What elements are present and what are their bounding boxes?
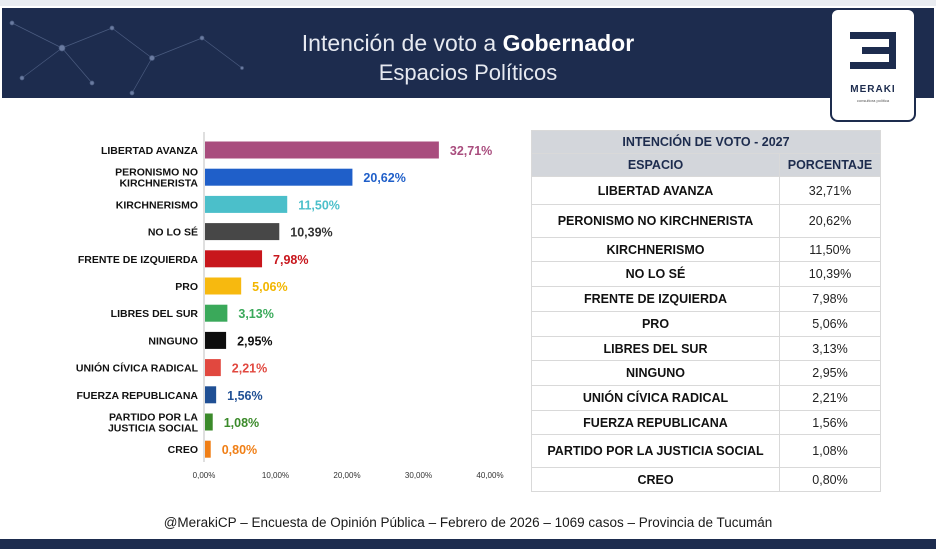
- data-label: 11,50%: [298, 198, 340, 212]
- category-label: FRENTE DE IZQUIERDA: [78, 254, 199, 266]
- row-espacio: NINGUNO: [531, 360, 780, 386]
- row-espacio: FUERZA REPUBLICANA: [531, 410, 780, 435]
- row-pct: 3,13%: [779, 336, 881, 361]
- meraki-logo-mark-icon: [850, 32, 896, 69]
- category-label: FUERZA REPUBLICANA: [76, 390, 198, 402]
- table-row: FUERZA REPUBLICANA 1,56%: [531, 410, 881, 435]
- table-row: PARTIDO POR LA JUSTICIA SOCIAL 1,08%: [531, 434, 881, 468]
- bar: [205, 277, 242, 295]
- logo-brand: MERAKI: [850, 84, 896, 95]
- data-label: 2,21%: [232, 362, 267, 376]
- category-label: LIBERTAD AVANZA: [101, 145, 198, 157]
- col-porcentaje-header: PORCENTAJE: [779, 153, 881, 177]
- bar: [205, 331, 227, 349]
- category-label: NINGUNO: [148, 335, 198, 347]
- category-label: PARTIDO POR LA: [109, 412, 198, 424]
- logo-tagline: consultora política: [856, 98, 890, 103]
- category-label: PRO: [175, 281, 198, 293]
- data-label: 7,98%: [273, 253, 308, 267]
- row-pct: 10,39%: [779, 261, 881, 287]
- x-tick-label: 10,00%: [262, 471, 289, 480]
- x-tick-label: 40,00%: [476, 471, 503, 480]
- bar: [205, 304, 228, 322]
- row-pct: 20,62%: [779, 204, 881, 238]
- table-row: FRENTE DE IZQUIERDA 7,98%: [531, 286, 881, 312]
- x-tick-label: 30,00%: [405, 471, 432, 480]
- table-row: PRO 5,06%: [531, 311, 881, 337]
- table-row: LIBRES DEL SUR 3,13%: [531, 336, 881, 361]
- data-label: 3,13%: [238, 307, 273, 321]
- table-row: LIBERTAD AVANZA 32,71%: [531, 176, 881, 205]
- row-espacio: KIRCHNERISMO: [531, 237, 780, 262]
- table-row: NO LO SÉ 10,39%: [531, 261, 881, 287]
- bottom-strip: [0, 539, 936, 549]
- row-espacio: PARTIDO POR LA JUSTICIA SOCIAL: [531, 434, 780, 468]
- row-pct: 2,21%: [779, 385, 881, 411]
- top-strip: [0, 0, 936, 6]
- table-row: CREO 0,80%: [531, 467, 881, 492]
- table-row: KIRCHNERISMO 11,50%: [531, 237, 881, 262]
- bar-chart: LIBERTAD AVANZA 32,71%PERONISMO NOKIRCHNE…: [76, 132, 504, 480]
- category-label: CREO: [168, 444, 198, 456]
- chart-subtitle: Espacios Políticos: [378, 60, 558, 85]
- row-pct: 1,56%: [779, 410, 881, 435]
- row-espacio: PRO: [531, 311, 780, 337]
- x-tick-label: 0,00%: [193, 471, 216, 480]
- source-footer: @MerakiCP – Encuesta de Opinión Pública …: [163, 515, 773, 530]
- bar: [205, 141, 439, 159]
- table-row: UNIÓN CÍVICA RADICAL 2,21%: [531, 385, 881, 411]
- table-title: INTENCIÓN DE VOTO - 2027: [531, 130, 881, 154]
- data-label: 20,62%: [363, 171, 405, 185]
- category-label: JUSTICIA SOCIAL: [108, 423, 199, 435]
- row-pct: 5,06%: [779, 311, 881, 337]
- row-pct: 1,08%: [779, 434, 881, 468]
- row-pct: 32,71%: [779, 176, 881, 205]
- row-espacio: LIBERTAD AVANZA: [531, 176, 780, 205]
- row-pct: 0,80%: [779, 467, 881, 492]
- meraki-logo: MERAKI consultora política: [830, 8, 916, 122]
- data-label: 1,56%: [227, 389, 262, 403]
- col-espacio-header: ESPACIO: [531, 153, 780, 177]
- bar: [205, 223, 280, 241]
- bar: [205, 440, 211, 458]
- data-label: 5,06%: [252, 280, 287, 294]
- header-banner: Intención de voto a Gobernador Espacios …: [2, 8, 934, 98]
- bar: [205, 195, 288, 213]
- category-label: LIBRES DEL SUR: [111, 308, 199, 320]
- bar: [205, 168, 353, 186]
- category-label: NO LO SÉ: [148, 226, 198, 239]
- row-espacio: NO LO SÉ: [531, 261, 780, 287]
- category-label: KIRCHNERISTA: [119, 178, 198, 190]
- row-espacio: UNIÓN CÍVICA RADICAL: [531, 385, 780, 411]
- row-pct: 2,95%: [779, 360, 881, 386]
- vote-table: INTENCIÓN DE VOTO - 2027 ESPACIO PORCENT…: [531, 130, 881, 492]
- chart-title: Intención de voto a Gobernador: [301, 30, 635, 56]
- table-row: PERONISMO NO KIRCHNERISTA 20,62%: [531, 204, 881, 238]
- x-tick-label: 20,00%: [333, 471, 360, 480]
- network-decoration: [9, 20, 244, 96]
- row-espacio: LIBRES DEL SUR: [531, 336, 780, 361]
- bar: [205, 359, 221, 377]
- category-label: PERONISMO NO: [115, 167, 198, 179]
- bar: [205, 386, 217, 404]
- data-label: 2,95%: [237, 334, 272, 348]
- data-label: 10,39%: [290, 226, 332, 240]
- table-row: NINGUNO 2,95%: [531, 360, 881, 386]
- row-pct: 11,50%: [779, 237, 881, 262]
- bar: [205, 413, 213, 431]
- row-espacio: FRENTE DE IZQUIERDA: [531, 286, 780, 312]
- data-label: 32,71%: [450, 144, 492, 158]
- row-espacio: PERONISMO NO KIRCHNERISTA: [531, 204, 780, 238]
- data-label: 0,80%: [222, 443, 257, 457]
- row-pct: 7,98%: [779, 286, 881, 312]
- row-espacio: CREO: [531, 467, 780, 492]
- bar: [205, 250, 263, 268]
- category-label: KIRCHNERISMO: [116, 199, 198, 211]
- data-label: 1,08%: [224, 416, 259, 430]
- category-label: UNIÓN CÍVICA RADICAL: [76, 362, 199, 375]
